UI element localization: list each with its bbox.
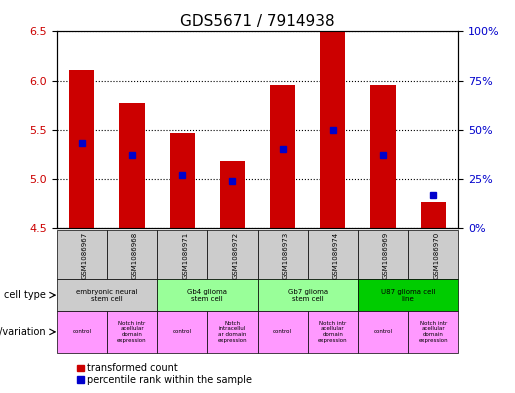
Text: genotype/variation: genotype/variation (0, 327, 46, 337)
Text: Notch intr
acellular
domain
expression: Notch intr acellular domain expression (117, 321, 147, 343)
Text: GSM1086968: GSM1086968 (132, 231, 138, 279)
Text: control: control (273, 329, 292, 334)
Text: Gb4 glioma
stem cell: Gb4 glioma stem cell (187, 288, 227, 302)
Text: Notch intr
acellular
domain
expression: Notch intr acellular domain expression (418, 321, 448, 343)
Text: GSM1086971: GSM1086971 (182, 231, 188, 279)
Text: embryonic neural
stem cell: embryonic neural stem cell (76, 288, 138, 302)
Text: U87 glioma cell
line: U87 glioma cell line (381, 288, 435, 302)
Text: Notch intr
acellular
domain
expression: Notch intr acellular domain expression (318, 321, 348, 343)
Text: GSM1086970: GSM1086970 (433, 231, 439, 279)
Text: transformed count: transformed count (87, 363, 177, 373)
Text: GSM1086967: GSM1086967 (82, 231, 88, 279)
Bar (220, 161, 245, 228)
Text: control: control (72, 329, 91, 334)
Text: percentile rank within the sample: percentile rank within the sample (87, 375, 251, 385)
Text: GSM1086972: GSM1086972 (232, 231, 238, 279)
Text: GSM1086973: GSM1086973 (283, 231, 288, 279)
Bar (69, 70, 94, 228)
Bar (421, 202, 446, 228)
Bar (119, 103, 145, 228)
Text: control: control (373, 329, 392, 334)
Text: cell type: cell type (5, 290, 46, 300)
Bar (320, 31, 346, 228)
Text: GDS5671 / 7914938: GDS5671 / 7914938 (180, 14, 335, 29)
Bar (270, 86, 295, 228)
Text: Gb7 glioma
stem cell: Gb7 glioma stem cell (288, 288, 328, 302)
Bar (370, 86, 396, 228)
Bar (169, 133, 195, 228)
Text: GSM1086969: GSM1086969 (383, 231, 389, 279)
Text: Notch
intracellul
ar domain
expression: Notch intracellul ar domain expression (217, 321, 247, 343)
Text: GSM1086974: GSM1086974 (333, 231, 339, 279)
Text: control: control (173, 329, 192, 334)
